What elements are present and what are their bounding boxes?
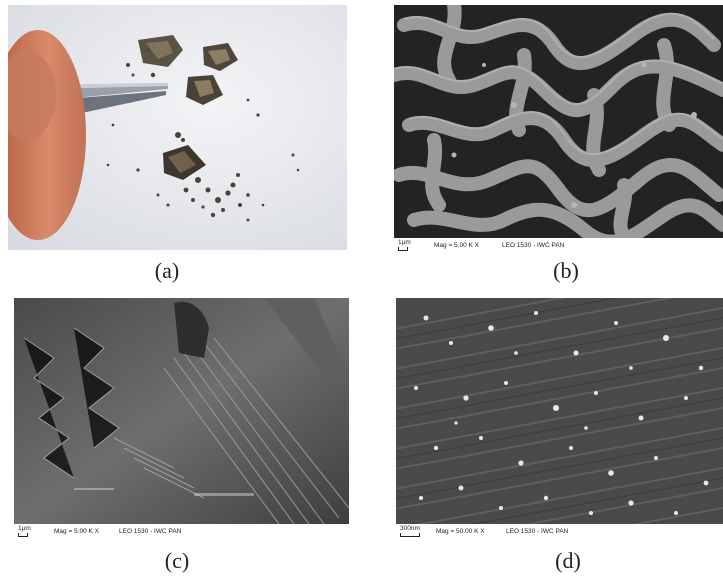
caption-b: (b) bbox=[553, 258, 579, 283]
scale-bar-b: 1µm bbox=[398, 239, 411, 251]
photo-panel-a bbox=[8, 5, 347, 250]
mag-label-d: Mag = 50.00 K X bbox=[436, 528, 485, 535]
sem-image-c bbox=[14, 298, 349, 524]
sem-image-b bbox=[394, 5, 723, 238]
sem-panel-c: 1µm Mag = 5.00 K X LEO 1530 - IWC PAN bbox=[14, 298, 349, 538]
scale-label-c: 1µm bbox=[18, 525, 31, 532]
caption-a: (a) bbox=[154, 258, 180, 283]
sem-info-bar-d: 300nm Mag = 50.00 K X LEO 1530 - IWC PAN bbox=[396, 524, 723, 538]
caption-d: (d) bbox=[555, 548, 581, 573]
sem-panel-d: 300nm Mag = 50.00 K X LEO 1530 - IWC PAN bbox=[396, 298, 723, 538]
sem-info-bar-b: 1µm Mag = 5.00 K X LEO 1530 - IWC PAN bbox=[394, 238, 723, 252]
scale-label-d: 300nm bbox=[400, 525, 420, 532]
sem-panel-b: 1µm Mag = 5.00 K X LEO 1530 - IWC PAN bbox=[394, 5, 723, 252]
sem-image-d bbox=[396, 298, 723, 524]
mag-label-c: Mag = 5.00 K X bbox=[54, 528, 99, 535]
instrument-label-d: LEO 1530 - IWC PAN bbox=[506, 528, 569, 535]
scale-label-b: 1µm bbox=[398, 239, 411, 246]
sem-info-bar-c: 1µm Mag = 5.00 K X LEO 1530 - IWC PAN bbox=[14, 524, 349, 538]
instrument-label-b: LEO 1530 - IWC PAN bbox=[502, 242, 565, 249]
scale-bar-d: 300nm bbox=[400, 525, 420, 537]
crystals-photo bbox=[8, 5, 347, 250]
caption-c: (c) bbox=[164, 548, 190, 573]
mag-label-b: Mag = 5.00 K X bbox=[434, 242, 479, 249]
scale-bar-c: 1µm bbox=[18, 525, 31, 537]
instrument-label-c: LEO 1530 - IWC PAN bbox=[119, 528, 182, 535]
